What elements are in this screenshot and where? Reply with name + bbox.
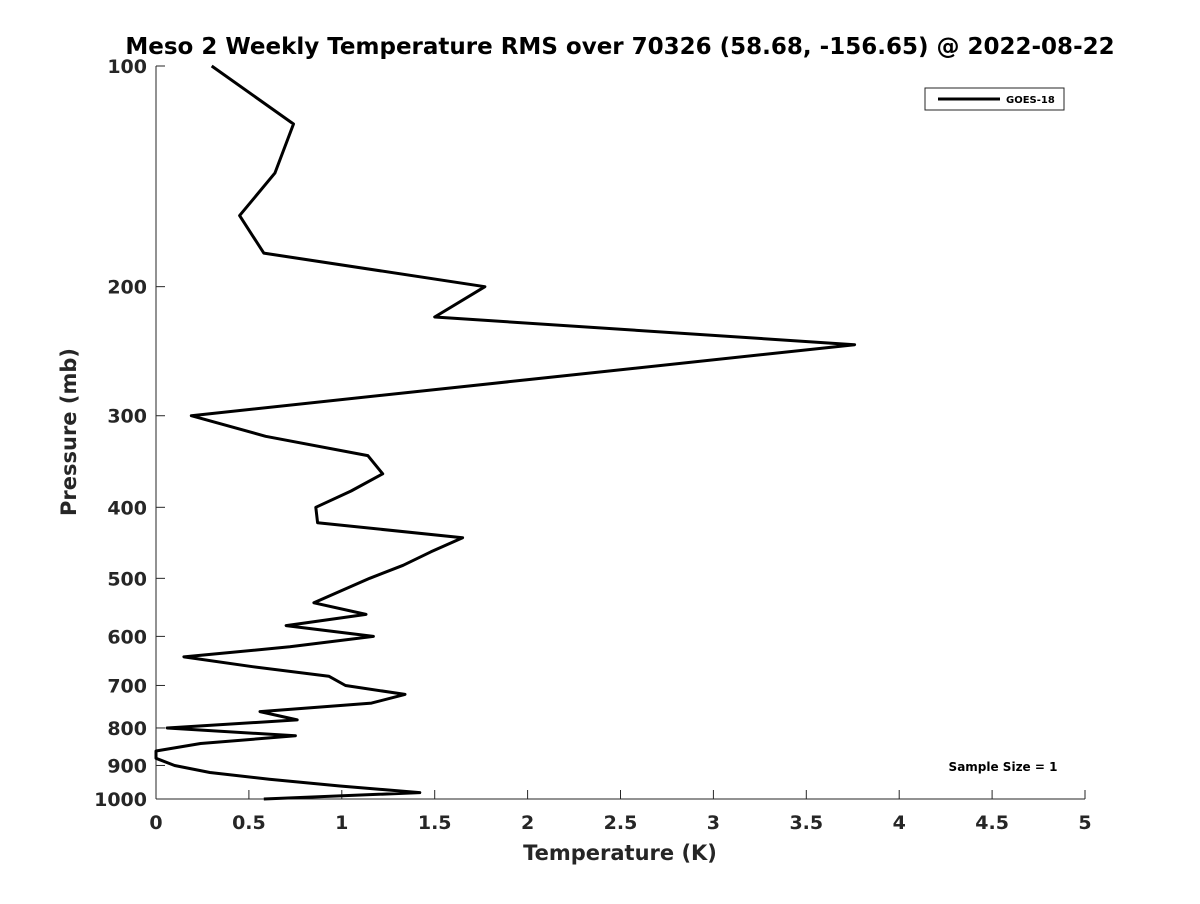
x-tick-label: 0 (149, 812, 162, 834)
y-axis-label: Pressure (mb) (57, 348, 81, 516)
x-tick-label: 5 (1078, 812, 1091, 834)
y-tick-label: 600 (107, 626, 147, 648)
x-tick-label: 4 (893, 812, 906, 834)
y-tick-label: 800 (107, 718, 147, 740)
y-tick-label: 500 (107, 568, 147, 590)
y-tick-label: 200 (107, 277, 147, 299)
x-tick-label: 0.5 (232, 812, 266, 834)
y-tick-label: 900 (107, 755, 147, 777)
y-tick-label: 700 (107, 675, 147, 697)
plot-area (154, 64, 857, 801)
x-tick-label: 1.5 (418, 812, 452, 834)
y-tick-label: 400 (107, 497, 147, 519)
legend: GOES-18 (924, 87, 1065, 111)
x-tick-label: 1 (335, 812, 348, 834)
sample-size-annotation: Sample Size = 1 (949, 760, 1058, 774)
legend-label-goes-18: GOES-18 (1006, 95, 1055, 106)
y-tick-label: 100 (107, 56, 147, 78)
x-tick-label: 2.5 (604, 812, 638, 834)
y-tick-label: 300 (107, 406, 147, 428)
axes: 0 0.5 1 1.5 2 2.5 3 3.5 4 4.5 5 100 200 300 400 500 600 7… (94, 56, 1092, 834)
x-tick-label: 3.5 (789, 812, 823, 834)
chart-title: Meso 2 Weekly Temperature RMS over 70326… (125, 34, 1114, 60)
x-tick-label: 2 (521, 812, 534, 834)
x-tick-label: 4.5 (975, 812, 1009, 834)
x-tick-label: 3 (707, 812, 720, 834)
x-axis-label: Temperature (K) (523, 841, 717, 865)
series-line-goes-18 (154, 64, 857, 801)
y-tick-label: 1000 (94, 789, 147, 811)
